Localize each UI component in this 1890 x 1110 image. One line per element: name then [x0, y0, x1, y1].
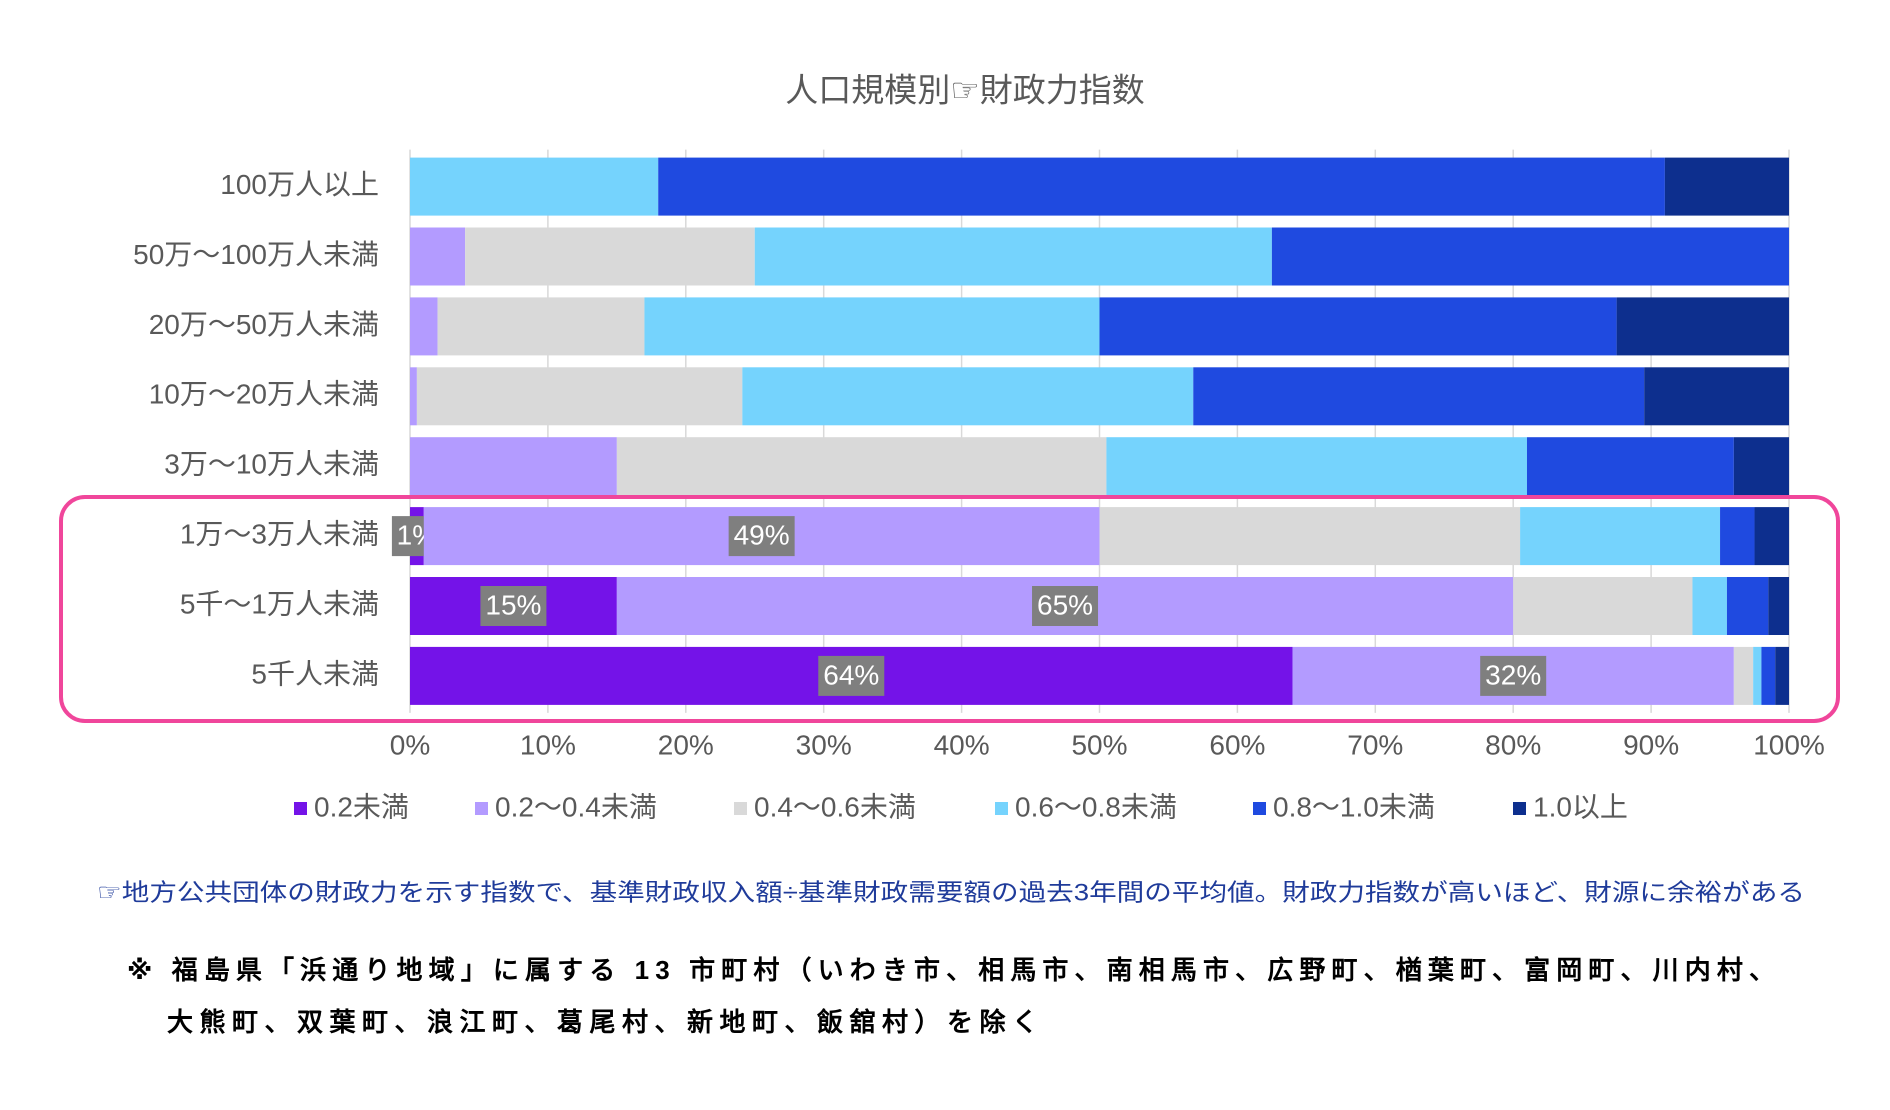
bar-segment — [1753, 646, 1762, 705]
bar-segment — [1726, 577, 1769, 635]
bar-segment — [1733, 437, 1789, 496]
legend-label: 0.2～0.4未満 — [495, 791, 657, 822]
bar-segment — [1193, 367, 1645, 426]
x-tick-label: 60% — [1209, 729, 1265, 760]
data-label-box — [1032, 586, 1099, 626]
bar-segment — [1775, 646, 1789, 705]
legend-label: 0.8～1.0未満 — [1273, 791, 1435, 822]
bar-segment — [410, 367, 417, 426]
y-tick-label: 5千人未満 — [251, 658, 379, 689]
legend-label: 1.0以上 — [1533, 791, 1628, 822]
bar-segment — [1761, 646, 1776, 705]
data-label: 64% — [823, 659, 879, 690]
bar-segment — [1664, 157, 1789, 216]
plot: 0% 10% 20% 30% 40% 50% 60% 70% 80% 90% 100% 100万人以上… — [133, 149, 1825, 822]
bar-segment — [1644, 367, 1789, 426]
y-tick-label: 50万～100万人未満 — [133, 239, 379, 270]
legend-label: 0.6～0.8未満 — [1015, 791, 1177, 822]
data-label-box — [728, 516, 795, 557]
legend-swatch — [1253, 802, 1266, 815]
bar-segment — [1520, 507, 1721, 566]
bar-segment — [1099, 507, 1521, 566]
bar-segment — [616, 437, 1107, 496]
y-tick-label: 3万～10万人未満 — [164, 449, 379, 480]
bar-segment — [1754, 507, 1789, 566]
bar-segment — [742, 367, 1194, 426]
bar-segment — [1099, 297, 1617, 356]
note: ☞地方公共団体の財政力を示す指数で、基準財政収入額÷基準財政需要額の過去3年間の… — [97, 879, 1805, 906]
y-tick-label: 5千～1万人未満 — [180, 588, 379, 619]
data-label-box — [480, 586, 547, 626]
y-tick-label: 20万～50万人未満 — [149, 309, 379, 340]
x-tick-label: 70% — [1347, 729, 1403, 760]
x-tick-label: 10% — [520, 729, 576, 760]
x-tick-label: 0% — [390, 729, 430, 760]
x-tick-label: 30% — [796, 729, 852, 760]
x-tick-label: 100% — [1753, 729, 1825, 760]
y-tick-label: 100万人以上 — [220, 169, 379, 200]
data-label-box — [1480, 655, 1547, 696]
bar-segment — [1106, 437, 1527, 496]
y-tick-label: 10万～20万人未満 — [149, 379, 379, 410]
bar-segment — [410, 297, 438, 356]
bar-segment — [465, 227, 755, 286]
highlight-frame — [59, 495, 1840, 723]
x-tick-label: 80% — [1485, 729, 1541, 760]
bar-segment — [1271, 227, 1789, 286]
x-tick-label: 90% — [1623, 729, 1679, 760]
bar-segment — [1616, 297, 1789, 356]
note: ※ 福島県「浜通り地域」に属する 13 市町村（いわき市、相馬市、南相馬市、広野… — [127, 955, 1775, 985]
data-label: 65% — [1037, 589, 1093, 620]
legend-swatch — [995, 802, 1008, 815]
y-tick-label: 1万～3万人未満 — [180, 518, 379, 549]
bar-segment — [658, 157, 1665, 216]
bar-segment — [754, 227, 1272, 286]
legend-label: 0.4～0.6未満 — [754, 791, 916, 822]
bar-segment — [1768, 577, 1789, 635]
bar-segment — [437, 297, 645, 356]
legend-swatch — [294, 802, 307, 815]
bar-segment — [410, 157, 659, 216]
bar-segment — [1733, 646, 1754, 705]
bar-segment — [416, 367, 743, 426]
data-label: 32% — [1485, 659, 1541, 690]
x-tick-label: 40% — [934, 729, 990, 760]
bar-segment — [1526, 437, 1734, 496]
legend-swatch — [1513, 802, 1526, 815]
data-label-box — [818, 655, 885, 696]
data-label: 15% — [485, 589, 541, 620]
data-label: 49% — [734, 519, 790, 550]
bar-segment — [1513, 577, 1693, 635]
chart-title: 人口規模別☞財政力指数 — [785, 72, 1145, 109]
x-tick-label: 50% — [1071, 729, 1127, 760]
bar-segment — [410, 437, 617, 496]
legend-swatch — [475, 802, 488, 815]
bar-segment — [1692, 577, 1727, 635]
note: 大熊町、双葉町、浪江町、葛尾村、新地町、飯舘村）を除く — [167, 1007, 1038, 1037]
bar-segment — [1720, 507, 1755, 566]
legend-label: 0.2未満 — [314, 791, 409, 822]
legend-swatch — [734, 802, 747, 815]
bar-segment — [410, 227, 466, 286]
bar-segment — [644, 297, 1100, 356]
x-tick-label: 20% — [658, 729, 714, 760]
